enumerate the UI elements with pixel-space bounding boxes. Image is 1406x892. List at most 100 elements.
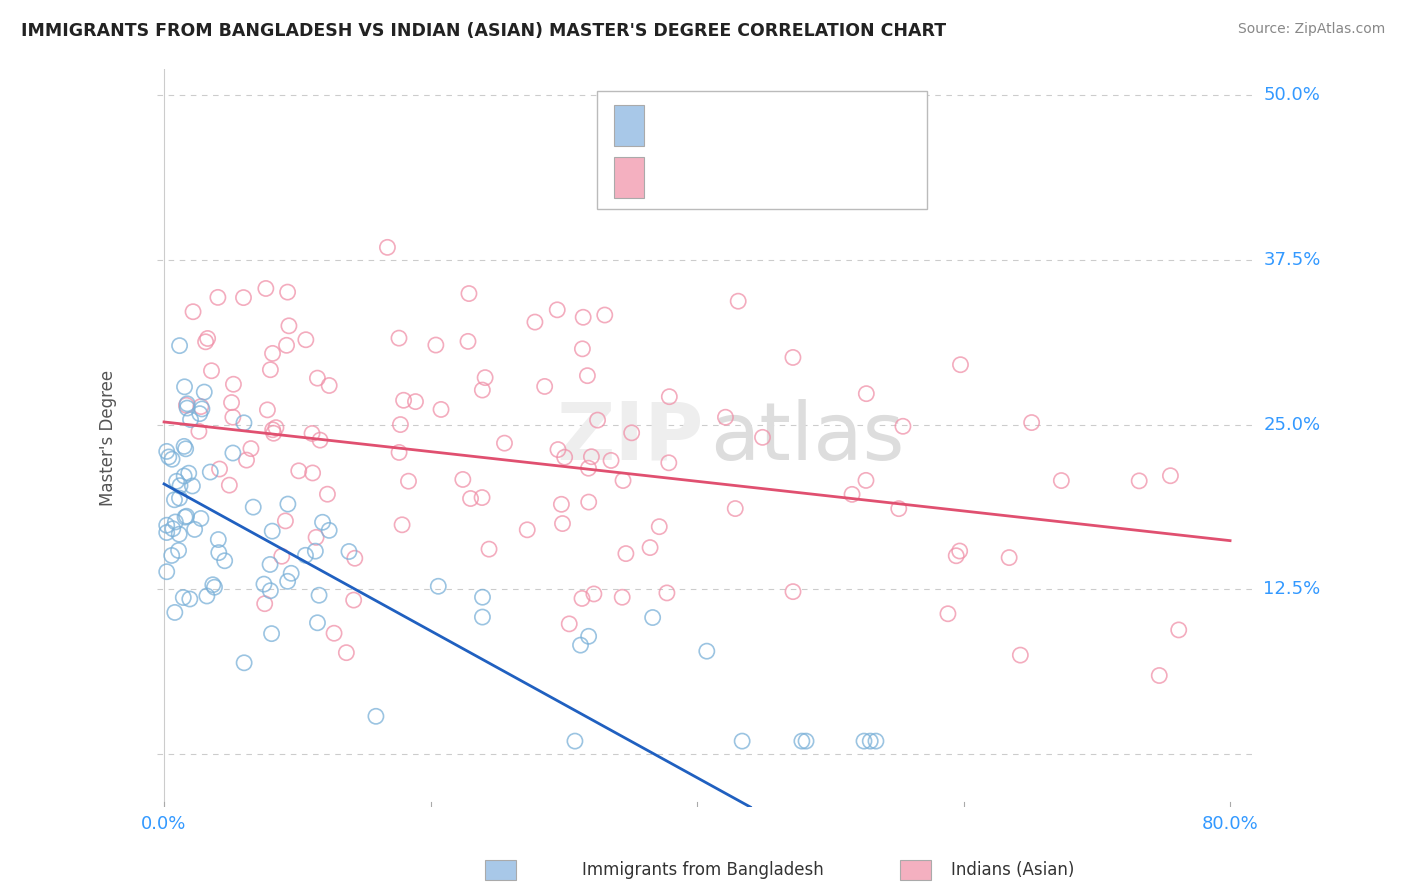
Point <box>208 546 231 560</box>
Text: 50.0%: 50.0% <box>1264 86 1320 103</box>
Text: ZIP: ZIP <box>557 399 704 477</box>
Point <box>197 331 219 345</box>
Point <box>166 475 188 489</box>
Point <box>316 487 339 501</box>
Point <box>593 308 616 322</box>
Point <box>194 334 217 349</box>
Point <box>181 479 204 493</box>
Point <box>564 734 586 748</box>
FancyBboxPatch shape <box>613 105 644 146</box>
Point <box>187 425 209 439</box>
Point <box>163 606 186 620</box>
Point <box>471 383 494 397</box>
Point <box>471 591 494 605</box>
Point <box>612 591 634 605</box>
Point <box>156 518 179 533</box>
Point <box>167 543 190 558</box>
Point <box>1021 416 1043 430</box>
Point <box>533 379 555 393</box>
Point <box>949 358 972 372</box>
Point <box>547 442 569 457</box>
Point <box>398 474 420 488</box>
Point <box>392 393 415 408</box>
Text: R = -0.222: R = -0.222 <box>661 169 758 186</box>
Point <box>176 401 198 415</box>
Point <box>301 466 323 480</box>
Point <box>260 626 283 640</box>
Point <box>641 610 664 624</box>
Point <box>176 509 198 524</box>
Point <box>337 544 360 558</box>
Point <box>264 420 287 434</box>
Point <box>600 453 623 467</box>
Point <box>471 491 494 505</box>
Point <box>308 588 330 602</box>
Point <box>233 416 256 430</box>
Point <box>318 378 340 392</box>
Point <box>335 646 357 660</box>
Point <box>195 589 218 603</box>
Text: 12.5%: 12.5% <box>1264 581 1320 599</box>
Point <box>295 333 318 347</box>
Text: 25.0%: 25.0% <box>1264 416 1320 434</box>
Point <box>582 587 605 601</box>
Point <box>218 478 240 492</box>
Point <box>841 487 863 501</box>
Point <box>222 410 245 425</box>
Point <box>221 395 243 409</box>
Point <box>307 615 329 630</box>
Point <box>259 558 281 572</box>
Point <box>318 524 340 538</box>
Point <box>162 522 184 536</box>
Point <box>253 577 276 591</box>
Point <box>891 419 914 434</box>
Point <box>311 516 333 530</box>
Point <box>169 338 191 352</box>
Point <box>546 302 568 317</box>
Point <box>309 433 332 447</box>
FancyBboxPatch shape <box>613 157 644 198</box>
Text: Indians (Asian): Indians (Asian) <box>950 861 1074 879</box>
Point <box>887 501 910 516</box>
Point <box>578 495 600 509</box>
Point <box>569 638 592 652</box>
Point <box>523 315 546 329</box>
Point <box>181 304 204 318</box>
Point <box>457 334 479 349</box>
Point <box>460 491 482 506</box>
Point <box>853 734 876 748</box>
Point <box>364 709 387 723</box>
Point <box>183 523 205 537</box>
Point <box>307 371 329 385</box>
Point <box>648 519 671 533</box>
Point <box>204 580 226 594</box>
Point <box>1128 474 1150 488</box>
Point <box>614 547 637 561</box>
Point <box>343 551 366 566</box>
Point <box>388 445 411 459</box>
Point <box>160 549 183 563</box>
Point <box>1159 468 1181 483</box>
Point <box>655 586 678 600</box>
Point <box>262 524 284 538</box>
Point <box>998 550 1021 565</box>
Point <box>430 402 453 417</box>
Point <box>427 579 450 593</box>
Point <box>277 497 299 511</box>
Point <box>571 342 593 356</box>
FancyBboxPatch shape <box>598 91 927 209</box>
Point <box>208 462 231 476</box>
Point <box>190 511 212 525</box>
Text: N = 114: N = 114 <box>800 169 875 186</box>
Point <box>782 351 804 365</box>
Point <box>232 291 254 305</box>
Point <box>173 439 195 453</box>
Point <box>751 430 773 444</box>
Point <box>304 544 326 558</box>
Point <box>263 426 285 441</box>
Point <box>571 591 593 606</box>
Point <box>550 497 572 511</box>
Point <box>169 478 191 492</box>
Point <box>572 310 595 325</box>
Point <box>323 626 346 640</box>
